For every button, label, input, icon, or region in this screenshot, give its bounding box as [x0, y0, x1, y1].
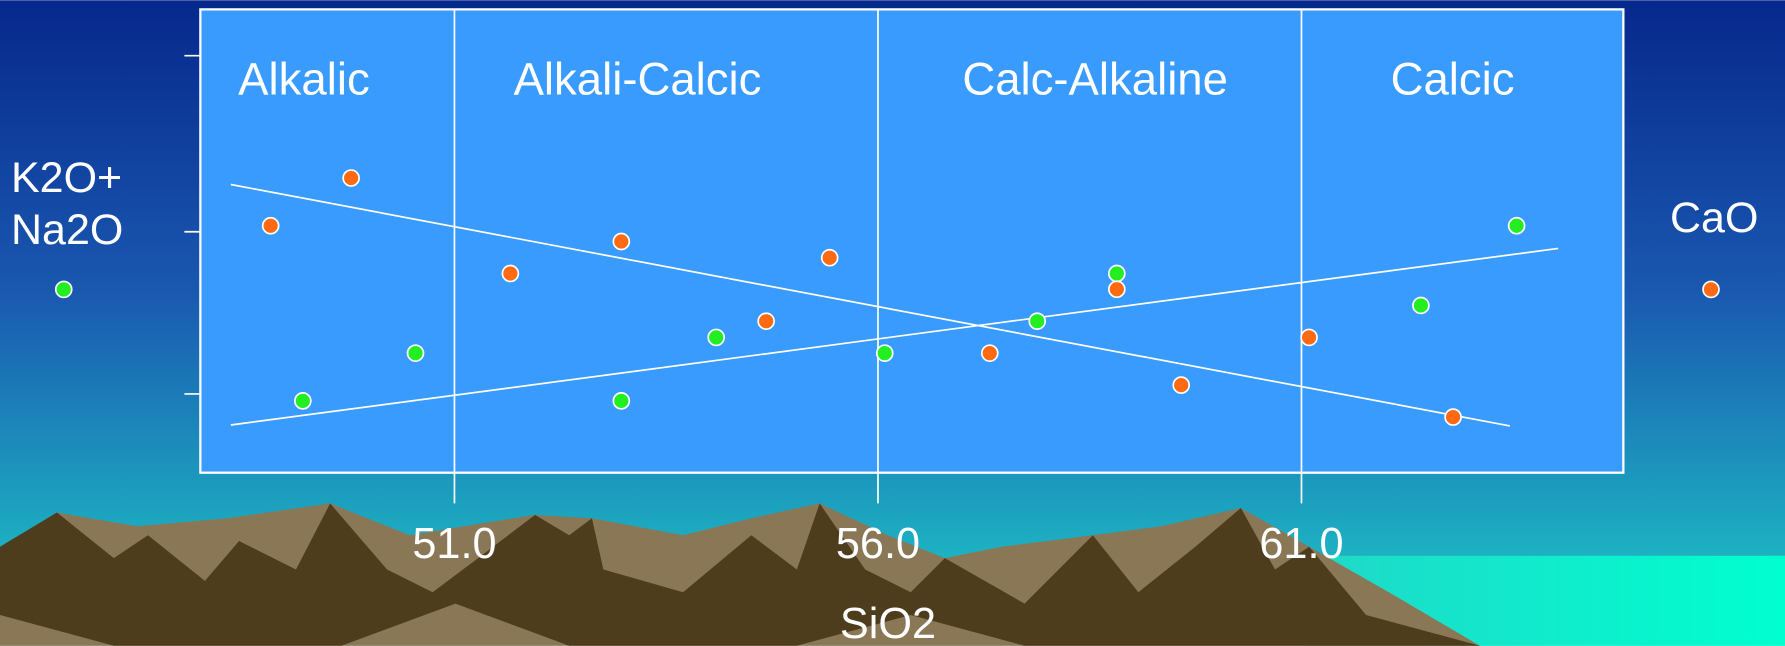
- point: [1108, 264, 1126, 283]
- point: [342, 169, 360, 187]
- point: [261, 216, 280, 235]
- region-label: Calcic: [1391, 53, 1515, 104]
- x-axis-label: SiO2: [840, 600, 936, 646]
- point: [1444, 408, 1462, 426]
- trend-line: [230, 183, 1511, 427]
- point: [980, 344, 999, 362]
- region-label: Calc-Alkaline: [962, 53, 1228, 104]
- point: [1300, 328, 1318, 347]
- x-tick-label: 61.0: [1259, 520, 1343, 568]
- point: [406, 344, 425, 362]
- region-label: Alkali-Calcic: [514, 53, 762, 104]
- point: [1507, 216, 1526, 235]
- point: [707, 328, 726, 347]
- point: [1412, 296, 1430, 315]
- point: [612, 232, 631, 251]
- x-tick-label: 51.0: [412, 520, 496, 568]
- legend-label: CaO: [1670, 194, 1759, 242]
- point: [612, 392, 631, 410]
- legend-label: K2O+ Na2O: [11, 154, 124, 254]
- point: [820, 248, 839, 267]
- point: [1108, 280, 1126, 299]
- plot-area: [199, 8, 1625, 474]
- region-label: Alkalic: [238, 53, 370, 104]
- mountains: [0, 503, 1480, 646]
- point: [875, 344, 894, 362]
- point: [757, 312, 775, 331]
- point: [1172, 376, 1191, 394]
- legend-marker: [1702, 280, 1720, 299]
- trend-line: [230, 247, 1559, 426]
- point: [294, 392, 312, 410]
- point: [1028, 312, 1047, 331]
- point: [501, 264, 520, 283]
- legend-marker: [54, 280, 73, 299]
- x-tick-label: 56.0: [836, 520, 920, 568]
